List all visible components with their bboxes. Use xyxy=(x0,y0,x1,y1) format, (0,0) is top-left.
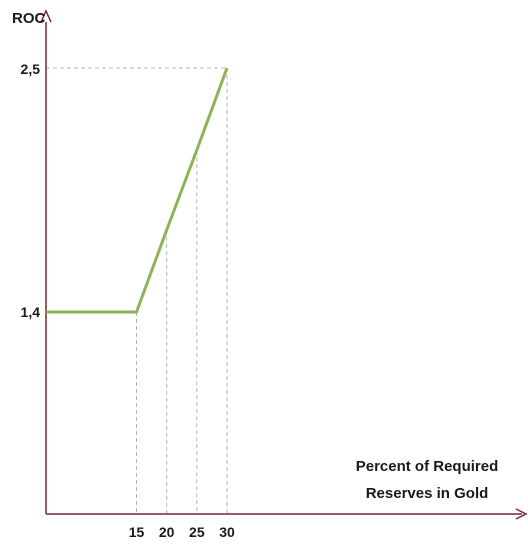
x-tick-labels: 15 20 25 30 xyxy=(129,524,235,540)
series-group xyxy=(46,67,229,314)
x-tick-label-20: 20 xyxy=(159,524,175,540)
y-tick-label-1-4: 1,4 xyxy=(21,304,41,320)
y-axis-title: ROC xyxy=(12,10,46,27)
y-axis-arrow xyxy=(40,9,52,23)
x-tick-label-25: 25 xyxy=(189,524,205,540)
guide-lines xyxy=(46,67,228,514)
x-tick-label-15: 15 xyxy=(129,524,145,540)
series-line xyxy=(46,67,229,314)
y-tick-label-2-5: 2,5 xyxy=(21,61,41,77)
x-axis-title-line-2: Reserves in Gold xyxy=(366,485,489,502)
x-tick-label-30: 30 xyxy=(219,524,235,540)
y-tick-labels: 1,4 2,5 xyxy=(21,61,41,320)
x-axis-title-line-1: Percent of Required xyxy=(356,458,499,475)
x-axis-arrow xyxy=(515,508,528,520)
